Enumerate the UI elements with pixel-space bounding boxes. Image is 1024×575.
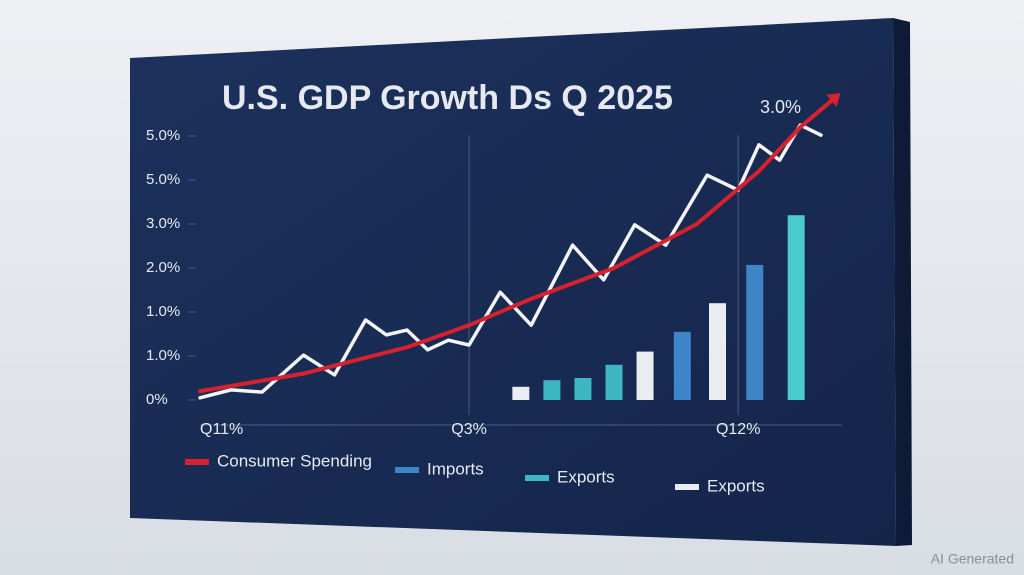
y-tick-label: 3.0% bbox=[146, 215, 180, 232]
bar bbox=[605, 364, 623, 400]
legend-label: Exports bbox=[557, 467, 615, 486]
legend-swatch bbox=[525, 475, 549, 481]
bar bbox=[512, 386, 530, 400]
watermark: AI Generated bbox=[931, 551, 1014, 567]
y-tick-label: 5.0% bbox=[146, 171, 180, 188]
y-tick-label: 2.0% bbox=[146, 259, 180, 276]
y-tick-label: 0% bbox=[146, 391, 168, 408]
arrowhead bbox=[826, 93, 841, 107]
legend-label: Imports bbox=[427, 459, 484, 478]
board-edge bbox=[893, 18, 912, 546]
bar bbox=[636, 351, 654, 400]
annotation: 3.0% bbox=[760, 97, 801, 117]
chart-title: U.S. GDP Growth Ds Q 2025 bbox=[222, 79, 673, 117]
bar bbox=[709, 303, 726, 400]
y-tick-label: 5.0% bbox=[146, 127, 180, 144]
line bbox=[198, 98, 834, 394]
x-tick-label: Q12% bbox=[716, 421, 760, 438]
bar bbox=[543, 380, 561, 400]
legend-label: Consumer Spending bbox=[217, 451, 372, 470]
bar bbox=[673, 331, 691, 400]
x-tick-label: Q3% bbox=[451, 421, 487, 438]
legend-swatch bbox=[395, 467, 419, 473]
bar bbox=[574, 378, 592, 400]
bar bbox=[746, 264, 764, 400]
bar bbox=[787, 215, 805, 400]
y-tick-label: 1.0% bbox=[146, 303, 180, 320]
legend-swatch bbox=[185, 459, 209, 465]
x-tick-label: Q11% bbox=[200, 421, 243, 438]
y-tick-label: 1.0% bbox=[146, 347, 180, 364]
board bbox=[130, 18, 896, 546]
legend-swatch bbox=[675, 484, 699, 490]
legend-label: Exports bbox=[707, 476, 765, 495]
